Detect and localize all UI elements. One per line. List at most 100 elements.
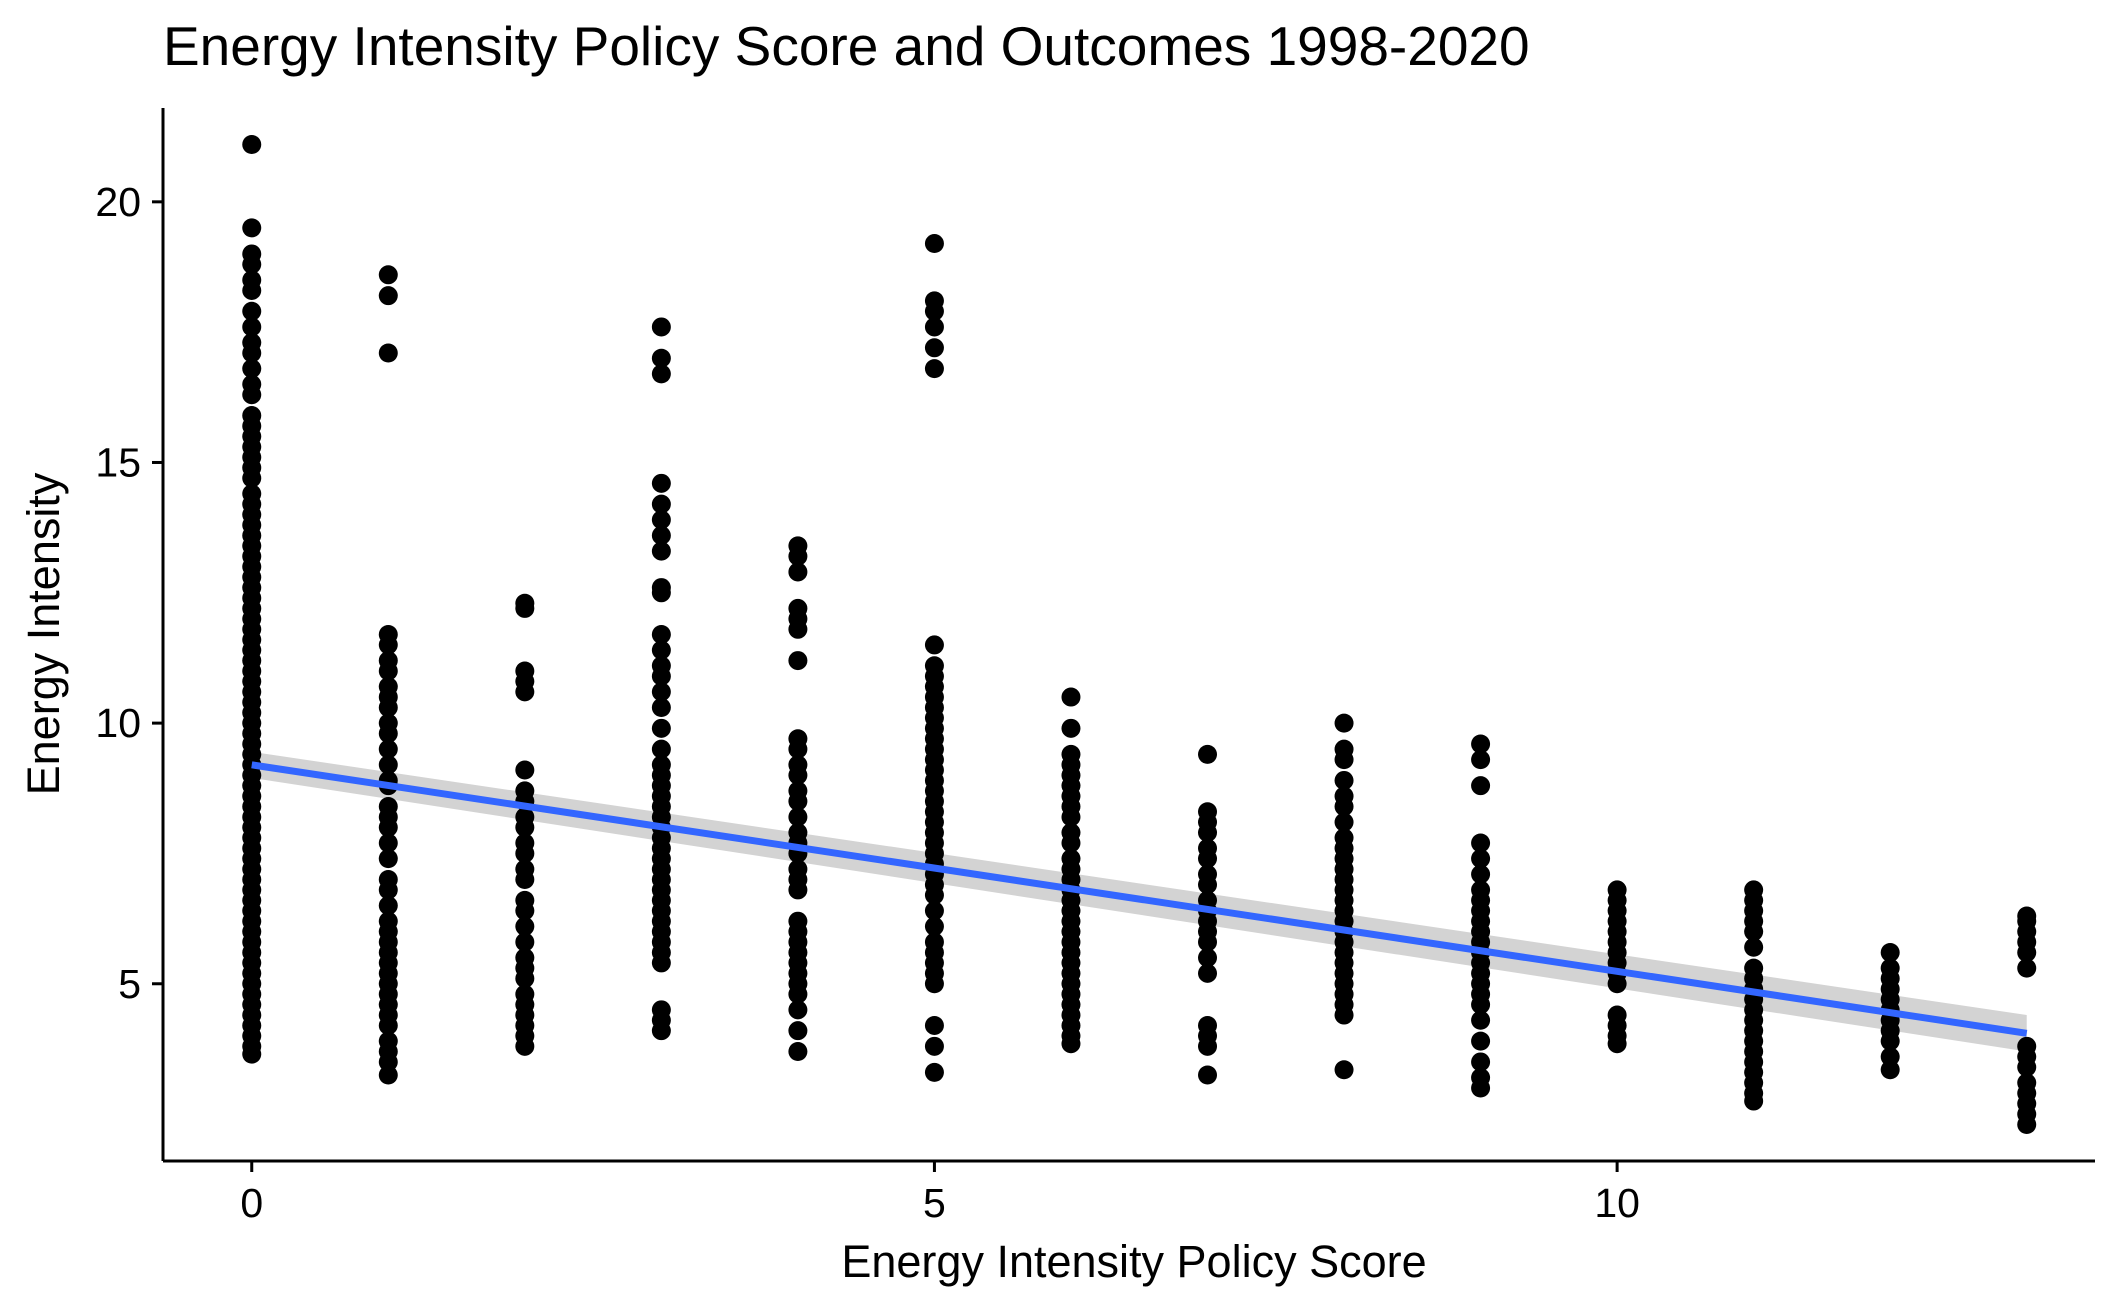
data-point — [924, 916, 944, 936]
data-point — [1607, 1034, 1627, 1054]
data-point — [651, 682, 671, 702]
x-tick-label: 10 — [1594, 1180, 1640, 1226]
data-point — [788, 765, 808, 785]
data-point — [378, 817, 398, 837]
data-point — [242, 468, 262, 488]
data-point — [651, 625, 671, 644]
data-point — [1471, 776, 1491, 796]
data-point — [1198, 932, 1218, 952]
data-point — [378, 739, 398, 759]
data-point — [378, 849, 398, 869]
data-point — [242, 359, 262, 379]
data-point — [651, 317, 671, 337]
data-point — [378, 833, 398, 853]
data-point — [1198, 948, 1218, 968]
data-point — [788, 1042, 808, 1062]
data-point — [1198, 1065, 1218, 1085]
y-tick-label: 10 — [95, 700, 141, 746]
data-point — [651, 953, 671, 973]
data-point — [1471, 750, 1491, 770]
data-point — [242, 385, 262, 405]
data-point — [651, 510, 671, 530]
data-point — [651, 640, 671, 660]
data-point — [1607, 974, 1627, 994]
data-point — [1198, 875, 1218, 895]
data-point — [788, 562, 808, 582]
data-point — [378, 896, 398, 916]
data-point — [515, 901, 535, 921]
data-point — [378, 1052, 398, 1072]
data-point — [1198, 744, 1218, 764]
data-point — [378, 343, 398, 363]
data-point — [515, 932, 535, 952]
data-point — [515, 843, 535, 863]
data-point — [924, 1062, 944, 1082]
data-point — [515, 916, 535, 936]
data-point — [1471, 1052, 1491, 1072]
data-point — [378, 755, 398, 775]
data-point — [378, 635, 398, 655]
x-axis-ticks: 0 5 10 — [240, 1161, 1640, 1226]
data-point — [924, 885, 944, 905]
chart-title: Energy Intensity Policy Score and Outcom… — [163, 15, 1530, 77]
trend-line-layer — [251, 761, 2028, 1037]
data-point — [1334, 1005, 1354, 1025]
data-point — [651, 541, 671, 561]
data-point — [2017, 1057, 2037, 1077]
data-point — [1334, 750, 1354, 770]
data-point — [1061, 833, 1081, 853]
data-point — [1334, 713, 1354, 733]
data-point — [242, 254, 262, 274]
data-point — [242, 134, 262, 154]
data-point — [1471, 1078, 1491, 1098]
points-layer — [242, 134, 2037, 1135]
data-point — [378, 286, 398, 306]
data-point — [924, 1036, 944, 1056]
data-point — [378, 724, 398, 744]
data-point — [242, 317, 262, 337]
data-point — [1334, 812, 1354, 832]
data-point — [651, 666, 671, 686]
x-tick-label: 0 — [240, 1180, 263, 1226]
data-point — [515, 870, 535, 890]
data-point — [2017, 942, 2037, 962]
data-point — [242, 218, 262, 238]
data-point — [788, 807, 808, 827]
data-point — [924, 338, 944, 358]
data-point — [242, 301, 262, 321]
data-point — [788, 739, 808, 759]
data-point — [1471, 995, 1491, 1015]
y-axis-title: Energy Intensity — [18, 472, 69, 795]
data-point — [788, 1021, 808, 1041]
y-tick-label: 20 — [95, 179, 141, 225]
data-point — [1471, 1010, 1491, 1030]
trend-line — [251, 761, 2028, 1037]
data-point — [1334, 770, 1354, 790]
data-point — [651, 739, 671, 759]
data-point — [2017, 958, 2037, 978]
data-point — [515, 682, 535, 702]
data-point — [1198, 823, 1218, 843]
data-point — [1880, 1060, 1900, 1080]
data-point — [378, 661, 398, 681]
data-point — [1880, 1031, 1900, 1051]
data-point — [651, 718, 671, 738]
data-point — [788, 984, 808, 1004]
data-point — [1744, 1091, 1764, 1111]
data-point — [924, 234, 944, 254]
data-point — [242, 280, 262, 300]
data-point — [515, 598, 535, 618]
data-point — [651, 364, 671, 384]
y-tick-label: 15 — [95, 439, 141, 485]
data-point — [924, 301, 944, 321]
data-point — [1198, 849, 1218, 869]
data-point — [378, 1065, 398, 1085]
data-point — [924, 635, 944, 655]
data-point — [651, 697, 671, 717]
data-point — [1334, 1060, 1354, 1080]
data-point — [788, 619, 808, 639]
data-point — [924, 974, 944, 994]
data-point — [1471, 864, 1491, 884]
data-point — [651, 494, 671, 514]
data-point — [651, 473, 671, 493]
